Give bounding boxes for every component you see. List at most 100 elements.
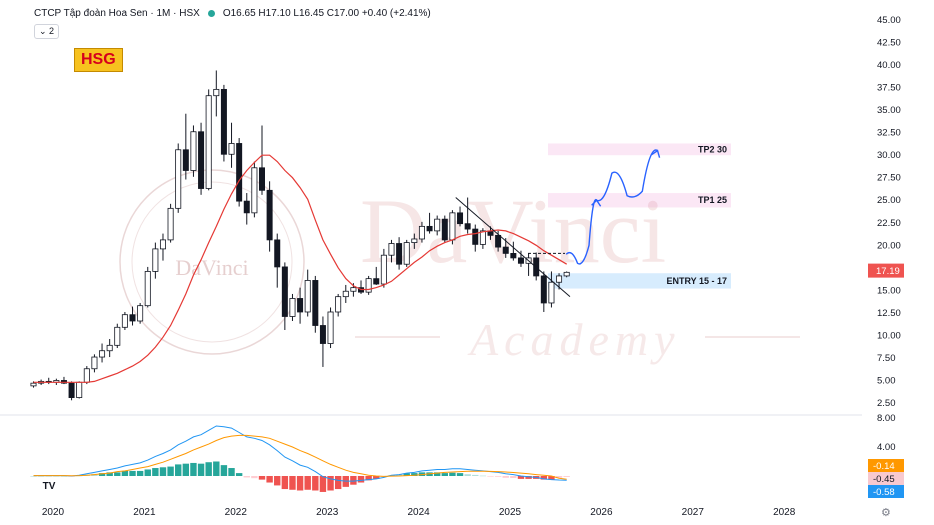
candle <box>281 262 288 331</box>
macd-histogram-bar <box>258 476 266 480</box>
macd-histogram-bar <box>53 475 60 477</box>
year-tick: 2028 <box>773 507 796 518</box>
time-axis[interactable]: 2020 2021 2022 2023 2024 2025 2026 2027 2028 <box>42 507 796 518</box>
candle-body <box>540 275 547 304</box>
candle <box>99 343 106 363</box>
macd-value-tag <box>868 485 904 498</box>
candle-body <box>335 296 342 313</box>
macd-histogram-bar <box>312 476 319 491</box>
candles[interactable] <box>30 70 570 401</box>
candle-body <box>556 275 563 283</box>
macd-histogram-bar <box>479 475 487 477</box>
candle <box>396 237 403 270</box>
candle <box>418 221 425 243</box>
macd-histogram-bar <box>235 473 243 476</box>
candle-body <box>99 350 106 358</box>
macd-value-tag <box>868 472 904 485</box>
price-tick: 30.00 <box>877 150 901 161</box>
macd-histogram-bar <box>517 476 525 479</box>
chart-header: CTCP Tập đoàn Hoa Sen · 1M · HSX O16.65 … <box>34 8 431 19</box>
year-tick: 2025 <box>499 507 522 518</box>
macd-histogram-bar <box>37 476 45 477</box>
macd-histogram-bar <box>487 476 494 477</box>
candle-body <box>342 290 349 298</box>
candle <box>411 233 418 249</box>
candle-body <box>106 344 113 352</box>
price-tick: 2.50 <box>877 398 896 409</box>
macd-histogram-bar <box>327 476 334 491</box>
settings-gear-icon[interactable]: ⚙ <box>881 507 891 519</box>
price-axis[interactable]: 45.00 42.50 40.00 37.50 35.00 32.50 30.00 27.50… <box>868 15 904 498</box>
candle <box>274 233 281 288</box>
macd-line <box>33 425 567 482</box>
candle <box>198 122 205 195</box>
macd-histogram-bar <box>502 476 509 478</box>
candle-body <box>297 298 304 313</box>
candle <box>380 248 387 288</box>
symbol-title[interactable]: CTCP Tập đoàn Hoa Sen · 1M · HSX <box>34 8 200 19</box>
macd-histogram-bar <box>464 474 471 476</box>
price-tick: 5.00 <box>877 375 896 386</box>
watermark-subtitle: Academy <box>467 314 681 365</box>
candle-body <box>281 266 288 317</box>
candle <box>144 266 151 308</box>
macd-histogram-bar <box>190 462 197 476</box>
annotations <box>455 149 661 298</box>
macd-histogram-bar <box>251 476 258 479</box>
candle <box>114 323 121 349</box>
candle-body <box>479 230 486 245</box>
candle-body <box>91 356 98 370</box>
candle-body <box>266 189 273 241</box>
price-tick: 25.00 <box>877 195 901 206</box>
collapse-indicators-button[interactable]: ⌄ 2 <box>34 24 60 39</box>
candle-body <box>411 238 418 243</box>
candle <box>373 266 380 285</box>
candle <box>175 143 182 213</box>
candle <box>68 381 75 401</box>
candle <box>304 269 311 317</box>
macd-histogram-bar <box>167 466 174 476</box>
macd-histogram-bar <box>540 476 548 480</box>
watermark-logo-circle <box>119 169 305 355</box>
macd-histogram-bar <box>205 462 212 476</box>
macd-tick: 8.00 <box>877 413 896 424</box>
candle <box>457 206 464 227</box>
candle-body <box>327 311 334 344</box>
macd-histogram-bar <box>274 476 281 486</box>
macd-histogram-bar <box>220 465 228 476</box>
macd-value-label: -0.58 <box>873 487 895 498</box>
candle <box>358 280 365 294</box>
last-price-tag <box>868 263 904 278</box>
candle-body <box>289 298 296 317</box>
macd-histogram-bar <box>296 476 304 491</box>
candle-body <box>449 212 456 241</box>
candle-body <box>380 254 387 285</box>
macd-histogram-bar <box>159 467 167 476</box>
year-tick: 2022 <box>225 507 248 518</box>
candle-body <box>30 382 37 387</box>
candle <box>243 193 250 225</box>
candle-body <box>510 253 517 259</box>
candle <box>540 271 547 312</box>
candle <box>464 197 471 234</box>
candle <box>228 122 235 168</box>
macd-histogram-bar <box>357 476 365 483</box>
candle-body <box>548 281 555 304</box>
price-tick: 10.00 <box>877 330 901 341</box>
year-tick: 2020 <box>42 507 65 518</box>
macd-histogram-bar <box>266 476 273 483</box>
candle-body <box>472 228 479 245</box>
price-tick: 12.50 <box>877 308 901 319</box>
candle-body <box>213 88 220 97</box>
projection-arrow-head <box>651 149 661 158</box>
macd-pane[interactable] <box>30 425 570 492</box>
candle <box>388 239 395 263</box>
macd-histogram-bar <box>411 473 418 476</box>
candle <box>205 89 212 191</box>
candle <box>365 275 372 295</box>
candle-body <box>243 200 250 214</box>
macd-histogram-bar <box>563 476 570 477</box>
zone-2 <box>548 273 731 289</box>
downtrend-line <box>455 197 571 298</box>
